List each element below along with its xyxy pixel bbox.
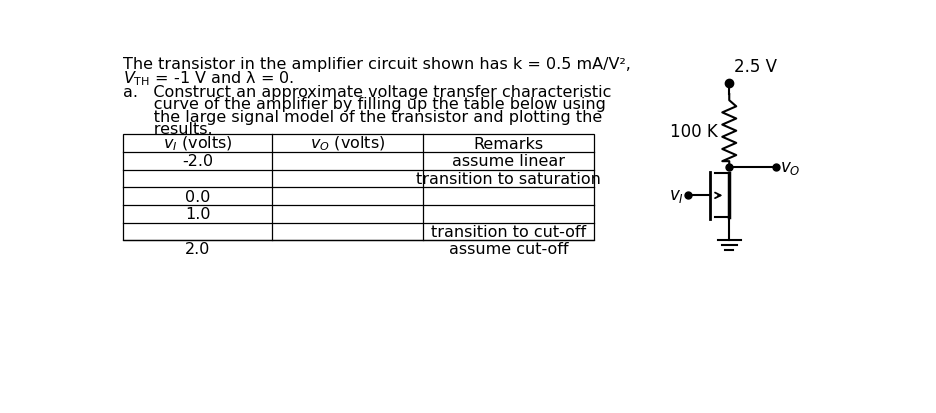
Text: -2.0: -2.0 xyxy=(182,154,213,169)
Text: The transistor in the amplifier circuit shown has k = 0.5 mA/V²,: The transistor in the amplifier circuit … xyxy=(124,57,631,71)
Text: $v_I$ (volts): $v_I$ (volts) xyxy=(163,135,232,153)
Text: transition to saturation: transition to saturation xyxy=(416,171,601,187)
Bar xyxy=(124,135,593,241)
Text: transition to cut-off: transition to cut-off xyxy=(431,225,586,240)
Text: 100 K: 100 K xyxy=(670,122,718,140)
Text: curve of the amplifier by filling up the table below using: curve of the amplifier by filling up the… xyxy=(124,97,607,112)
Text: assume cut-off: assume cut-off xyxy=(448,242,568,257)
Text: results.: results. xyxy=(124,122,212,137)
Text: 2.0: 2.0 xyxy=(185,242,211,257)
Text: $v_I$: $v_I$ xyxy=(669,187,684,205)
Text: $v_O$: $v_O$ xyxy=(780,159,800,177)
Text: a.   Construct an approximate voltage transfer characteristic: a. Construct an approximate voltage tran… xyxy=(124,85,611,100)
Text: the large signal model of the transistor and plotting the: the large signal model of the transistor… xyxy=(124,109,603,124)
Text: Remarks: Remarks xyxy=(474,136,544,151)
Text: $v_O$ (volts): $v_O$ (volts) xyxy=(310,135,386,153)
Text: 1.0: 1.0 xyxy=(184,207,211,222)
Text: assume linear: assume linear xyxy=(452,154,564,169)
Text: 0.0: 0.0 xyxy=(185,189,211,204)
Text: 2.5 V: 2.5 V xyxy=(734,58,777,76)
Text: $V_{\mathrm{TH}}$ = -1 V and λ = 0.: $V_{\mathrm{TH}}$ = -1 V and λ = 0. xyxy=(124,69,294,88)
